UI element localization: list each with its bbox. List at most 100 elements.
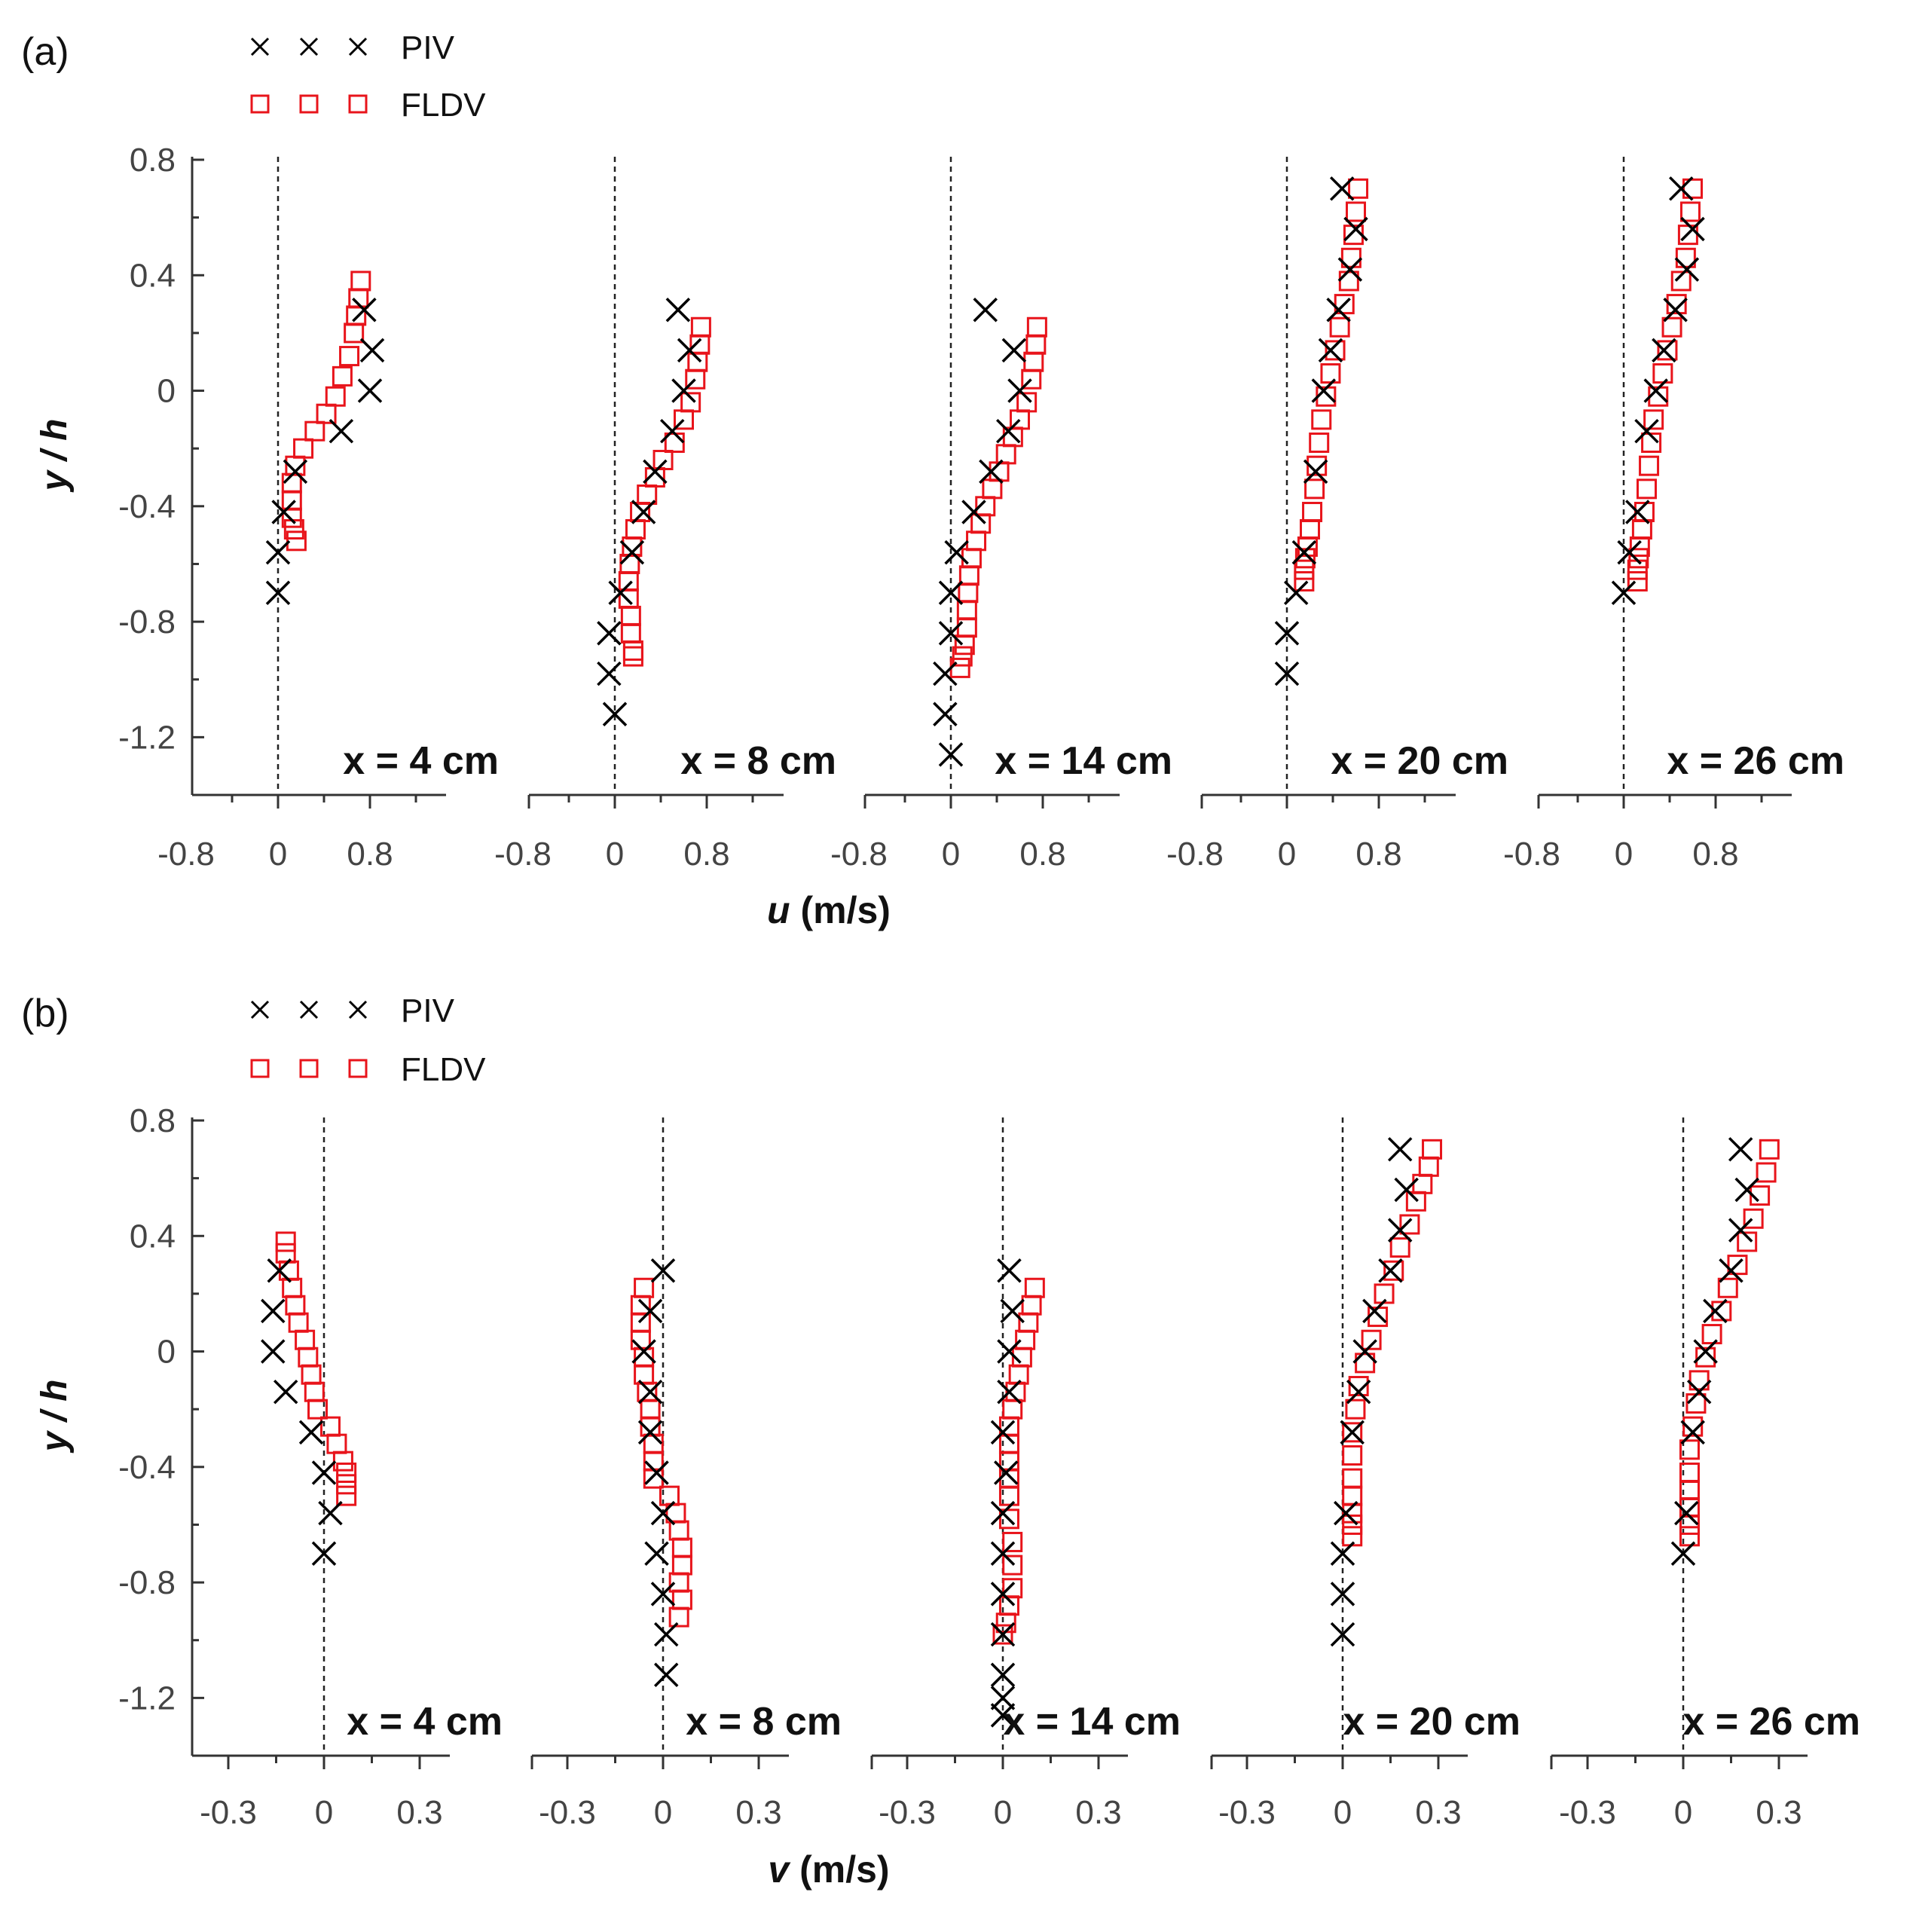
- piv-point: [1670, 1541, 1696, 1567]
- marker-stroke: [1680, 1420, 1705, 1445]
- fldv-point: [674, 409, 694, 430]
- marker-stroke: [1303, 459, 1328, 485]
- fldv-point: [671, 1554, 692, 1576]
- marker-stroke: [1625, 500, 1650, 524]
- marker-stroke: [267, 1258, 292, 1283]
- piv-point: [261, 1339, 286, 1364]
- marker-stroke: [265, 540, 291, 565]
- subplot-title: x = 26 cm: [1682, 1700, 1860, 1744]
- marker-stroke: [311, 1460, 337, 1485]
- marker-stroke: [1330, 1582, 1355, 1606]
- marker-stroke: [990, 1622, 1016, 1647]
- fldv-point: [1627, 559, 1648, 580]
- marker-stroke: [1001, 338, 1027, 363]
- piv-point: [997, 1379, 1022, 1405]
- fldv-point: [952, 646, 973, 667]
- fldv-point: [1679, 1439, 1700, 1460]
- piv-point: [1728, 1218, 1753, 1243]
- piv-point: [1680, 1420, 1705, 1445]
- fldv-point: [1682, 178, 1703, 199]
- subplot-title: x = 4 cm: [343, 739, 499, 783]
- subplot-title: x = 14 cm: [1003, 1700, 1181, 1744]
- y-tick-label: 0: [157, 1334, 176, 1371]
- marker-stroke: [973, 298, 998, 323]
- marker-stroke: [261, 1339, 286, 1364]
- y-tick-label: -0.4: [118, 1449, 176, 1486]
- fldv-point: [1637, 478, 1657, 500]
- subplot-5: -0.8 0 0.8 x = 26 cm: [1503, 157, 1844, 873]
- marker-stroke: [359, 338, 385, 363]
- piv-point: [1337, 257, 1363, 282]
- x-tick-label: 0: [606, 836, 624, 873]
- fldv-point: [1711, 1301, 1732, 1322]
- fldv-point: [1627, 570, 1648, 592]
- fldv-point: [1657, 340, 1678, 361]
- legend-label-piv: PIV: [401, 992, 455, 1029]
- marker-stroke: [329, 418, 354, 444]
- x-tick-label: 0.8: [1692, 836, 1738, 873]
- piv-point: [1734, 1177, 1759, 1203]
- legend-marker-piv: [299, 37, 319, 57]
- fldv-point: [1628, 548, 1649, 569]
- fldv-point: [1023, 351, 1044, 372]
- piv-point: [1000, 1298, 1025, 1324]
- marker-stroke: [1663, 298, 1688, 323]
- marker-stroke: [1340, 1420, 1365, 1445]
- marker-stroke: [1728, 1218, 1753, 1243]
- fldv-point: [620, 622, 641, 643]
- piv-point: [357, 378, 383, 403]
- fldv-point: [285, 1295, 306, 1316]
- legend-marker-piv: [348, 37, 368, 57]
- piv-point: [1693, 1339, 1718, 1364]
- piv-point: [644, 1460, 669, 1485]
- fldv-point: [1302, 501, 1323, 522]
- fldv-point: [1002, 1578, 1023, 1599]
- marker-stroke: [643, 459, 668, 485]
- fldv-point: [1383, 1260, 1404, 1281]
- panel-label: (b): [21, 992, 69, 1035]
- y-tick-label: -0.8: [118, 1564, 176, 1601]
- fldv-point: [1342, 1444, 1363, 1466]
- fldv-point: [625, 518, 646, 540]
- fldv-point: [1355, 1353, 1376, 1374]
- marker-stroke: [944, 540, 969, 565]
- marker-stroke: [1329, 176, 1355, 201]
- piv-point: [1673, 1500, 1699, 1526]
- marker-stroke: [299, 1000, 319, 1019]
- fldv-point: [316, 403, 337, 424]
- fldv-point: [1639, 455, 1660, 476]
- fldv-point: [286, 530, 307, 552]
- marker-stroke: [265, 580, 291, 606]
- marker-stroke: [1703, 1298, 1728, 1324]
- fldv-point: [1717, 1277, 1738, 1298]
- marker-stroke: [938, 742, 964, 767]
- fldv-point: [668, 1572, 689, 1593]
- marker-stroke: [1330, 1622, 1355, 1647]
- fldv-point: [1025, 334, 1047, 355]
- fldv-point: [622, 640, 643, 661]
- x-tick-label: 0.3: [396, 1794, 442, 1831]
- marker-stroke: [1634, 418, 1659, 444]
- x-tick-label: -0.8: [830, 836, 888, 873]
- marker-stroke: [993, 1460, 1019, 1485]
- piv-point: [261, 1298, 286, 1324]
- piv-point: [990, 1420, 1016, 1445]
- x-tick-label: 0: [1615, 836, 1633, 873]
- piv-point: [665, 298, 691, 323]
- fldv-point: [1342, 1502, 1363, 1524]
- piv-point: [283, 459, 308, 485]
- legend: PIV FLDV: [250, 992, 486, 1088]
- fldv-point: [634, 1277, 655, 1298]
- fldv-point: [1311, 409, 1332, 430]
- piv-point: [1686, 1379, 1712, 1405]
- subplot-2: -0.3 0 0.3 x = 8 cm: [530, 1117, 842, 1831]
- x-tick-label: 0.3: [1415, 1794, 1461, 1831]
- subplot-1: -0.8 0 0.8 x = 4 cm: [157, 157, 499, 873]
- piv-point: [265, 580, 291, 606]
- piv-point: [990, 1541, 1016, 1567]
- piv-point: [944, 540, 969, 565]
- marker-stroke: [1734, 1177, 1759, 1203]
- fldv-point: [1389, 1237, 1410, 1258]
- fldv-point: [1345, 1399, 1366, 1420]
- marker-stroke: [990, 1686, 1016, 1710]
